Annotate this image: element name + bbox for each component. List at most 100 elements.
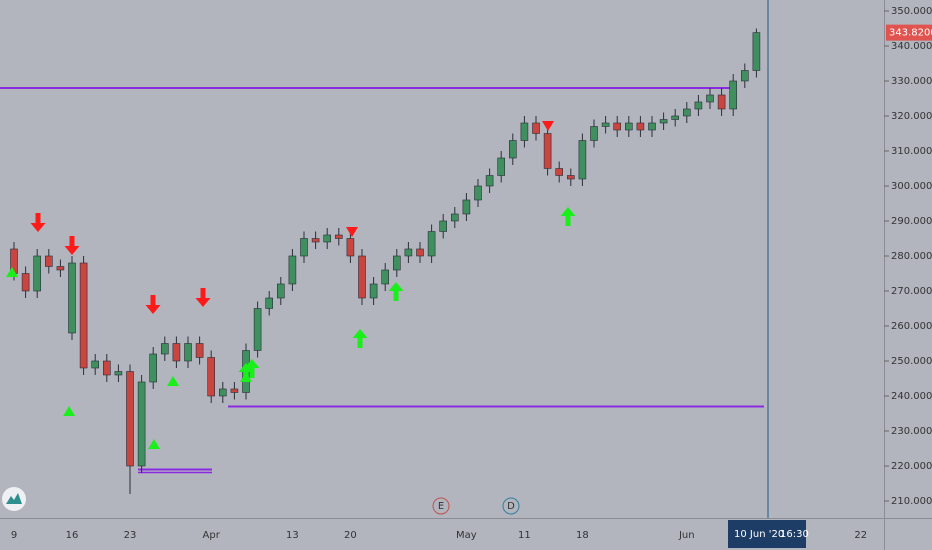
candle-body [369, 283, 378, 299]
x-tick-label: Apr [203, 530, 221, 541]
candle-body [636, 122, 645, 131]
candle-body [230, 388, 239, 393]
candle-body [508, 140, 517, 159]
cursor-time: 16:30 [780, 529, 809, 540]
candle-body [207, 357, 215, 397]
x-tick-label: 23 [124, 530, 137, 541]
candle-body [44, 255, 53, 267]
candle-body [253, 308, 262, 351]
event-label: E [438, 501, 444, 512]
buy-triangle [167, 376, 179, 386]
candle-body [497, 157, 506, 176]
buy-arrow [352, 329, 368, 348]
candle-body [381, 269, 390, 285]
candle-body [543, 133, 552, 169]
candle-body [311, 238, 320, 243]
candle-body [601, 122, 610, 127]
y-tick-label: 220.0000 [891, 461, 932, 472]
candle-body [137, 381, 146, 467]
candle-body [346, 238, 355, 257]
candle-body [288, 255, 297, 285]
candle-body [33, 255, 42, 292]
candle-body [578, 140, 587, 180]
candle-body [682, 108, 691, 117]
y-tick-label: 330.0000 [891, 76, 932, 87]
y-tick-label: 250.0000 [891, 356, 932, 367]
candle-body [276, 283, 285, 299]
buy-triangle [6, 267, 18, 277]
candle-body [219, 388, 227, 397]
candle-body [79, 262, 88, 369]
buy-triangle [63, 406, 75, 416]
last-price-label: 343.8200 [889, 28, 932, 39]
candle-body [404, 248, 413, 257]
candle-body [624, 122, 633, 131]
candle-body [659, 119, 668, 124]
x-tick-label: 9 [11, 530, 17, 541]
x-tick-label: 16 [66, 530, 79, 541]
candle-body [613, 122, 622, 131]
candle-body [265, 297, 274, 309]
candle-body [323, 234, 332, 243]
y-tick-label: 230.0000 [891, 426, 932, 437]
candle-body [172, 343, 181, 362]
x-tick-label: May [456, 530, 477, 541]
candle-body [532, 122, 540, 134]
candle-body [474, 185, 482, 201]
logo-mark[interactable] [6, 493, 22, 504]
last-price-badge [886, 24, 932, 41]
candle-body [184, 343, 192, 362]
candle-body [717, 94, 726, 110]
candle-body [21, 273, 30, 292]
candle-body [103, 360, 111, 376]
candle-body [752, 32, 761, 71]
candle-body [91, 360, 99, 369]
cursor-badge [728, 520, 806, 548]
cursor-date: 10 Jun '20 [734, 529, 784, 540]
x-tick-label: 11 [518, 530, 531, 541]
sell-triangle [346, 227, 358, 237]
sell-arrow [30, 213, 46, 232]
candle-body [358, 255, 366, 299]
y-tick-label: 300.0000 [891, 181, 932, 192]
y-tick-label: 210.0000 [891, 496, 932, 507]
y-tick-label: 290.0000 [891, 216, 932, 227]
candle-body [300, 238, 308, 257]
y-tick-label: 270.0000 [891, 286, 932, 297]
candle-body [161, 343, 169, 355]
candle-body [126, 371, 134, 467]
event-marker [502, 497, 520, 515]
candle-body [195, 343, 204, 358]
candle-body [114, 371, 123, 376]
candle-body [671, 115, 680, 120]
y-tick-label: 350.0000 [891, 6, 932, 17]
x-tick-label: 22 [854, 530, 867, 541]
candle-body [590, 126, 598, 141]
y-tick-label: 340.0000 [891, 41, 932, 52]
candle-body [462, 199, 471, 215]
sell-arrow [195, 288, 211, 307]
buy-arrow [244, 359, 260, 378]
candle-body [149, 353, 157, 383]
candle-body [694, 101, 703, 110]
y-tick-label: 310.0000 [891, 146, 932, 157]
candle-body [648, 122, 656, 131]
sell-arrow [145, 295, 161, 314]
candle-body [485, 175, 494, 187]
candle-body [427, 231, 436, 257]
x-tick-label: Jun [678, 530, 695, 541]
x-tick-label: 20 [344, 530, 357, 541]
candle-body [520, 122, 529, 141]
event-marker [432, 497, 450, 515]
y-tick-label: 280.0000 [891, 251, 932, 262]
candle-body [740, 70, 749, 82]
sell-triangle [542, 121, 554, 131]
buy-triangle [148, 439, 160, 449]
x-tick-label: 18 [576, 530, 589, 541]
logo-circle[interactable] [2, 487, 26, 511]
event-label: D [507, 501, 515, 512]
logo[interactable] [2, 487, 26, 511]
y-tick-label: 240.0000 [891, 391, 932, 402]
